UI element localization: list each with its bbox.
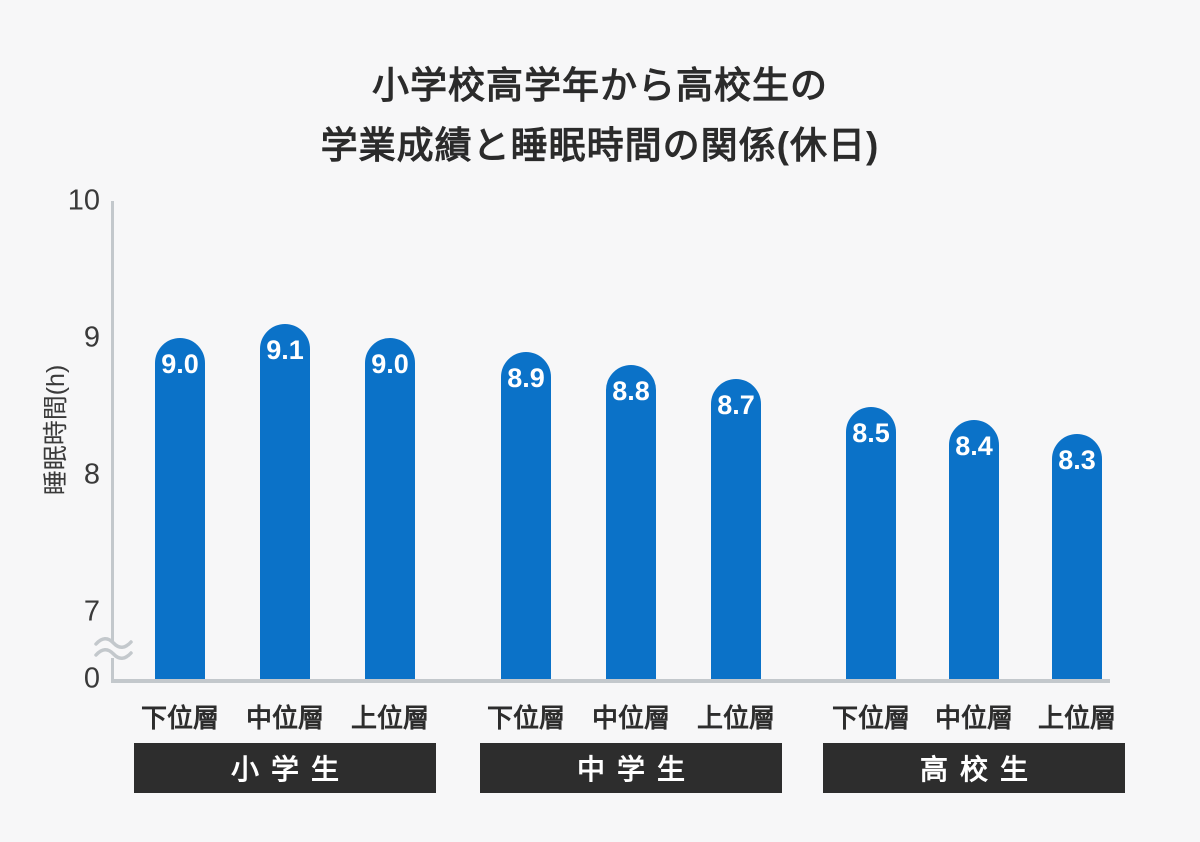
bar-value-label: 9.0 [161, 349, 199, 379]
x-axis-line [111, 679, 1110, 683]
bar: 9.0 [155, 338, 205, 679]
group-label: 中学生 [576, 754, 697, 785]
chart-title: 小学校高学年から高校生の 学業成績と睡眠時間の関係(休日) [0, 56, 1200, 176]
bar-value-label: 8.8 [612, 376, 650, 407]
y-tick-label: 0 [83, 662, 100, 695]
y-tick-label: 7 [83, 595, 100, 628]
bar: 8.9 [501, 351, 551, 679]
group-label: 小学生 [230, 754, 351, 785]
x-category-label: 中位層 [934, 703, 1013, 733]
bar-value-label: 8.3 [1058, 444, 1096, 475]
bar-value-label: 9.0 [371, 349, 409, 379]
y-tick-label: 9 [83, 321, 100, 354]
chart-title-line-1: 小学校高学年から高校生の [372, 65, 828, 106]
bar-value-label: 8.5 [852, 417, 890, 448]
bar-value-label: 9.1 [266, 335, 304, 366]
group-label-box: 中学生 [480, 743, 782, 793]
bar: 9.0 [365, 338, 415, 679]
axis-break-icon [94, 637, 133, 660]
bar: 8.8 [606, 365, 656, 679]
bar-value-label: 8.7 [717, 390, 755, 421]
group-label-box: 高校生 [823, 743, 1125, 793]
bar: 8.3 [1052, 433, 1102, 679]
x-category-label: 下位層 [486, 703, 565, 733]
x-category-label: 中位層 [245, 703, 324, 733]
x-category-label: 上位層 [350, 703, 429, 733]
group-label-box: 小学生 [134, 743, 436, 793]
bar-value-label: 8.9 [507, 362, 545, 393]
y-tick-label: 8 [83, 458, 100, 491]
group-label: 高校生 [919, 754, 1040, 785]
axis-break-gap [107, 642, 118, 658]
bar: 9.1 [260, 324, 310, 679]
y-axis-line [111, 201, 114, 682]
bar: 8.7 [711, 379, 761, 679]
y-tick-label: 10 [67, 184, 100, 217]
x-category-label: 上位層 [696, 703, 775, 733]
chart-title-line-2: 学業成績と睡眠時間の関係(休日) [320, 125, 880, 166]
bar: 8.4 [949, 420, 999, 679]
x-category-label: 下位層 [831, 703, 910, 733]
x-category-label: 中位層 [591, 703, 670, 733]
x-category-label: 下位層 [140, 703, 219, 733]
x-category-label: 上位層 [1037, 703, 1116, 733]
bar-value-label: 8.4 [955, 431, 993, 462]
bar: 8.5 [846, 406, 896, 679]
